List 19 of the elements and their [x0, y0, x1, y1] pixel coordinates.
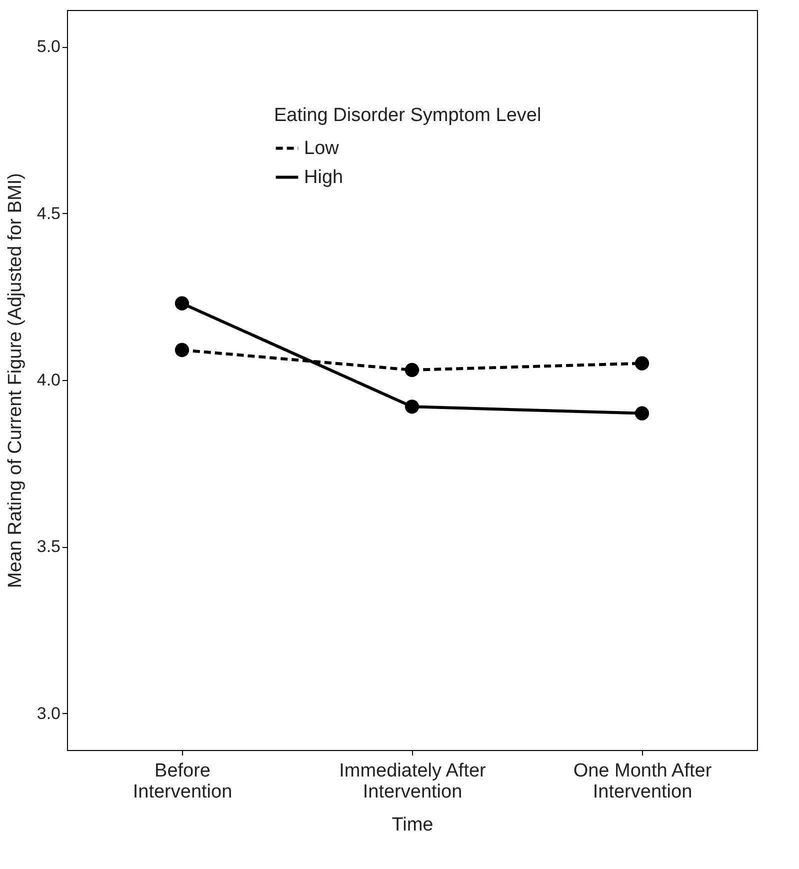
y-axis-title: Mean Rating of Current Figure (Adjusted for BMI) — [4, 172, 26, 588]
y-tick-label: 4.5 — [36, 204, 60, 223]
legend-label: Low — [304, 138, 340, 160]
x-axis-title: Time — [392, 814, 434, 836]
y-tick-label: 3.5 — [36, 537, 60, 556]
y-tick-label: 4.0 — [36, 370, 60, 390]
point — [174, 296, 190, 310]
y-tick-label: 3.0 — [36, 704, 60, 723]
x-tick-label: Before Intervention — [132, 760, 232, 802]
point — [634, 406, 650, 420]
x-tick-label: Immediately After Intervention — [339, 760, 487, 802]
point — [404, 362, 420, 378]
point — [174, 342, 190, 358]
y-tick-label: 5.0 — [36, 37, 60, 56]
legend-title: Eating Disorder Symptom Level — [274, 105, 542, 126]
legend-label: High — [304, 167, 344, 188]
point — [634, 356, 650, 370]
point — [404, 400, 420, 414]
x-tick-label: One Month After Intervention — [573, 760, 712, 802]
